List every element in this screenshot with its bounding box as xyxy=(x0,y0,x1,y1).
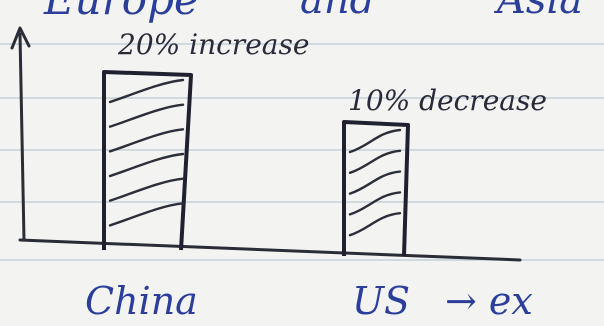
us-bar-hatch-stroke xyxy=(348,212,402,237)
china-bar xyxy=(102,70,193,251)
bars-group xyxy=(102,70,410,257)
us-bar xyxy=(342,120,410,257)
us-annotation: 10% decrease xyxy=(348,84,547,117)
us-bar-hatch-stroke xyxy=(348,128,402,154)
china-label: China xyxy=(85,279,198,323)
chart-axes xyxy=(10,26,522,262)
us-label: US xyxy=(352,279,410,323)
top-text-left: Europe xyxy=(43,0,199,24)
top-text-middle: and xyxy=(300,0,375,23)
us-bar-hatch-stroke xyxy=(348,149,402,174)
top-text-right: Asia xyxy=(493,0,583,23)
arrow-text: → ex xyxy=(445,279,533,323)
china-bar-hatch-stroke xyxy=(108,78,185,104)
china-bar-hatch-stroke xyxy=(108,103,185,128)
us-bar-hatch-stroke xyxy=(348,191,402,216)
us-bar-hatch-stroke xyxy=(348,170,402,195)
china-bar-hatch-stroke xyxy=(108,128,185,153)
china-annotation: 20% increase xyxy=(117,28,309,61)
china-bar-hatch-stroke xyxy=(108,202,185,227)
china-bar-hatch-stroke xyxy=(108,152,185,178)
china-bar-hatch-stroke xyxy=(108,177,185,202)
